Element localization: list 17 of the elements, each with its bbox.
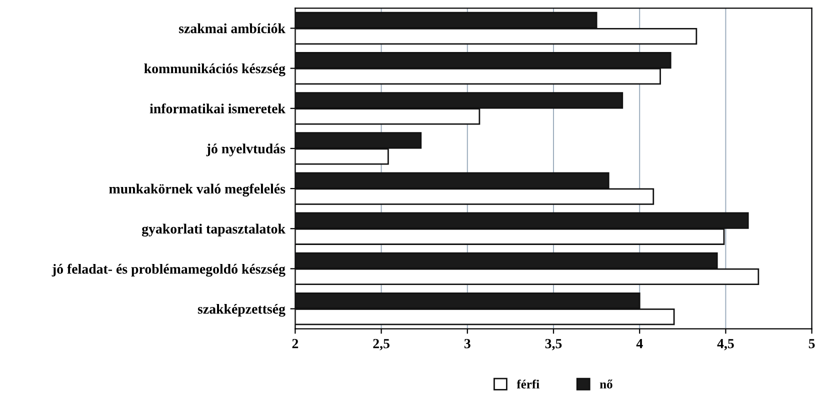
y-tick-label: szakmai ambíciók xyxy=(179,23,286,34)
y-tick-label: kommunikációs készség xyxy=(144,64,286,76)
y-tick-label: informatikai ismeretek xyxy=(150,103,286,114)
x-tick-label: 5 xyxy=(808,339,815,348)
y-tick-label: jó nyelvtudás xyxy=(206,144,286,156)
x-tick-label: 2,5 xyxy=(373,338,390,350)
y-tick-label: jó feladat- és problémamegoldó készség xyxy=(52,264,286,277)
legend-label: nő xyxy=(600,380,612,389)
x-tick-label: 3 xyxy=(464,338,470,348)
legend-label: férfi xyxy=(516,380,540,389)
x-tick-label: 3,5 xyxy=(545,338,562,350)
y-tick-label: gyakorlati tapasztalatok xyxy=(142,224,286,237)
y-tick-label: munkakörnek való megfelelés xyxy=(109,184,286,196)
x-tick-label: 2 xyxy=(292,338,298,348)
x-tick-label: 4,5 xyxy=(717,339,734,350)
y-tick-label: szakképzettség xyxy=(198,304,286,317)
x-tick-label: 4 xyxy=(636,339,643,348)
